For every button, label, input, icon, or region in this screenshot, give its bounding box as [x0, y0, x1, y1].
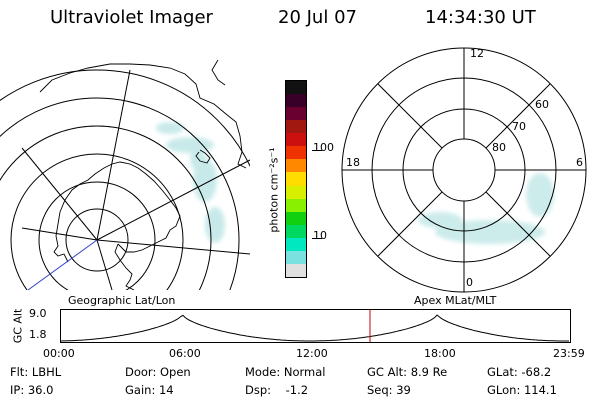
mlat-label-60: 60 — [535, 98, 549, 111]
mlat-label-70: 70 — [512, 120, 526, 133]
color-bar-swatch — [286, 237, 306, 251]
mlat-label-80: 80 — [492, 141, 506, 154]
color-bar-swatch — [286, 120, 306, 134]
color-bar-swatch — [286, 185, 306, 199]
mlt-label-12: 12 — [470, 47, 484, 60]
color-bar-swatch — [286, 211, 306, 225]
mlt-label-6: 6 — [576, 156, 583, 169]
time-tick-1200: 12:00 — [296, 347, 328, 360]
color-bar-swatch — [286, 107, 306, 121]
observation-time: 14:34:30 UT — [425, 7, 536, 28]
color-bar-swatch — [286, 146, 306, 160]
altitude-plot — [60, 309, 571, 343]
gain-status: Gain: 14 — [125, 383, 174, 397]
meridian-lines — [21, 69, 250, 290]
magnetic-panel-caption: Apex MLat/MLT — [414, 294, 497, 307]
seq-status: Seq: 39 — [367, 383, 411, 397]
coastline — [39, 59, 247, 290]
glon-status: GLon: 114.1 — [487, 383, 557, 397]
color-bar-tick-10: 10 — [313, 229, 327, 242]
auroral-oval-emission — [156, 122, 225, 243]
color-bar — [285, 80, 307, 278]
geographic-map-panel — [0, 59, 250, 290]
altitude-tick-max: 9.0 — [29, 307, 47, 320]
filter-status: Flt: LBHL — [10, 365, 62, 379]
time-tick-0000: 00:00 — [43, 347, 75, 360]
mlt-auroral-emission — [418, 173, 554, 244]
glat-status: GLat: -68.2 — [487, 365, 552, 379]
color-bar-swatch — [286, 263, 306, 277]
ip-status: IP: 36.0 — [10, 383, 54, 397]
color-bar-swatch — [286, 172, 306, 186]
door-status: Door: Open — [125, 365, 191, 379]
mlt-label-0: 0 — [466, 276, 473, 289]
color-bar-swatch — [286, 94, 306, 108]
gc-alt-status: GC Alt: 8.9 Re — [367, 365, 448, 379]
geographic-panel-caption: Geographic Lat/Lon — [68, 294, 176, 307]
dsp-status: Dsp: -1.2 — [245, 383, 309, 397]
color-bar-units-label: photon cm⁻²s⁻¹ — [267, 147, 281, 233]
instrument-title: Ultraviolet Imager — [50, 7, 213, 28]
latitude-circles — [0, 69, 250, 290]
ground-track — [27, 239, 98, 290]
color-bar-swatch — [286, 198, 306, 212]
altitude-axis-label: GC Alt — [11, 308, 25, 344]
color-bar-swatch — [286, 224, 306, 238]
time-tick-0600: 06:00 — [169, 347, 201, 360]
altitude-curve — [60, 314, 569, 342]
color-bar-swatch — [286, 133, 306, 147]
color-bar-swatch — [286, 81, 306, 95]
altitude-tick-min: 1.8 — [29, 328, 47, 341]
color-bar-tick-100: 100 — [313, 141, 334, 154]
time-tick-2359: 23:59 — [553, 347, 585, 360]
magnetic-polar-grid — [341, 47, 587, 293]
mlt-label-18: 18 — [346, 156, 360, 169]
color-bar-swatch — [286, 159, 306, 173]
mode-status: Mode: Normal — [245, 365, 326, 379]
color-bar-swatch — [286, 250, 306, 264]
time-tick-1800: 18:00 — [424, 347, 456, 360]
observation-date: 20 Jul 07 — [278, 7, 357, 28]
